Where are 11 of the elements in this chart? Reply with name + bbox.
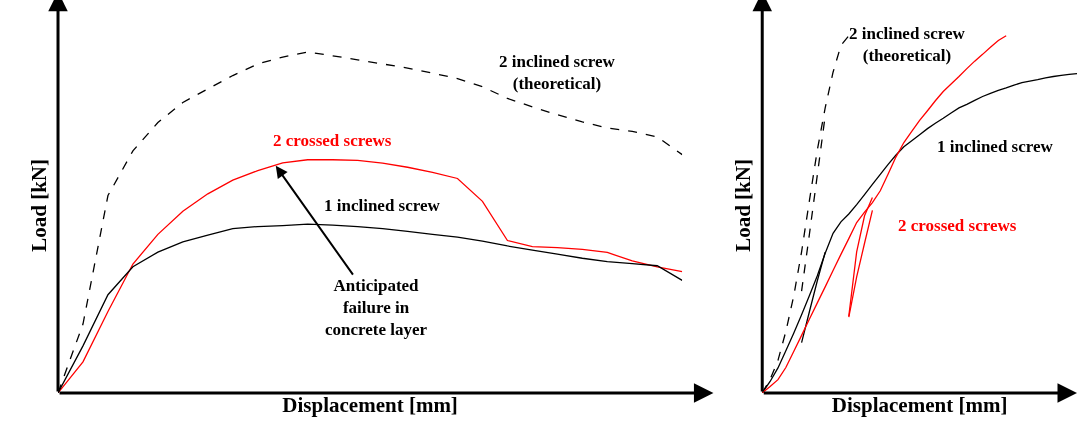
series-label: 2 crossed screws [273,131,392,150]
x-axis-title: Displacement [mm] [831,393,1008,418]
series-label: 2 crossed screws [898,216,1017,235]
annotation: Anticipated failure in concrete layer [325,276,428,340]
y-axis-title: Load [kN] [731,159,756,252]
series-label: 1 inclined screw [324,196,441,215]
series-label: 2 inclined screw (theoretical) [499,52,616,94]
x-axis-title: Displacement [mm] [282,393,458,418]
series-label: 2 inclined screw (theoretical) [849,24,966,66]
series-label: 1 inclined screw [937,137,1054,156]
y-axis-title: Load [kN] [27,159,52,252]
